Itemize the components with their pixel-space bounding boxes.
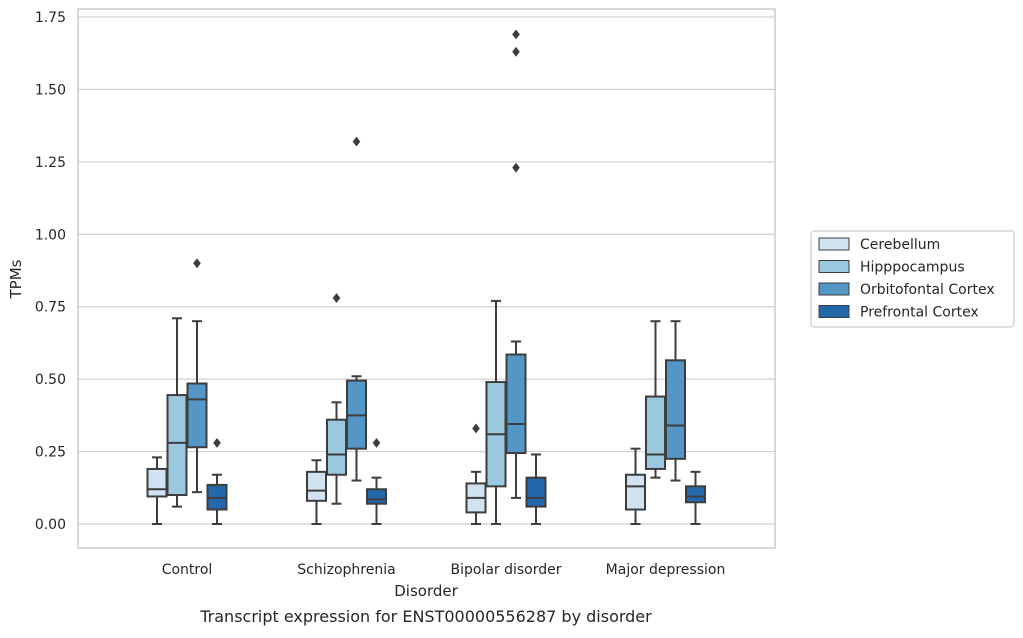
y-tick-label: 0.75 (35, 300, 66, 316)
box-prefrontal-cortex-3 (685, 470, 706, 525)
outlier-point (332, 293, 341, 303)
x-tick-label: Major depression (606, 562, 726, 578)
outlier-point (512, 29, 520, 40)
box-orbitofontal-cortex-0 (186, 258, 208, 494)
box-body (366, 488, 387, 505)
y-tick-label: 1.50 (35, 82, 66, 98)
box-prefrontal-cortex-2 (525, 453, 547, 525)
outlier-point (512, 162, 520, 173)
outlier-point (472, 423, 480, 434)
y-tick-label: 1.00 (35, 227, 66, 243)
box-cerebellum-2 (465, 423, 487, 525)
box-series (146, 29, 706, 525)
chart-caption: Transcript expression for ENST0000055628… (199, 607, 652, 626)
legend-swatch (818, 305, 850, 318)
x-tick-label: Control (162, 562, 213, 578)
box-hipppocampus-1 (326, 293, 347, 505)
box-body (665, 359, 686, 460)
outlier-point (372, 437, 381, 448)
legend-swatch (818, 260, 850, 273)
legend-box (810, 230, 1015, 328)
legend-swatch (818, 282, 850, 296)
box-orbitofontal-cortex-2 (505, 29, 527, 499)
grid-lines (78, 16, 775, 525)
box-hipppocampus-0 (166, 317, 188, 508)
box-cerebellum-0 (146, 456, 168, 525)
y-tick-label: 0.50 (35, 372, 66, 388)
legend-label: Prefrontal Cortex (860, 305, 979, 321)
x-axis-label: Disorder (394, 582, 458, 600)
y-tick-label: 0.25 (35, 445, 66, 461)
box-body (326, 418, 347, 476)
legend-label: Hipppocampus (860, 260, 965, 276)
box-prefrontal-cortex-1 (366, 437, 387, 525)
box-body (166, 394, 188, 497)
y-tick-label: 0.00 (35, 517, 66, 533)
box-hipppocampus-2 (485, 299, 507, 525)
box-body (685, 485, 706, 504)
x-tick-label: Schizophrenia (297, 562, 395, 578)
box-body (625, 473, 646, 511)
legend-swatch (818, 237, 850, 251)
box-body (186, 382, 208, 449)
box-cerebellum-1 (306, 459, 327, 525)
plot-border (77, 8, 776, 549)
outlier-point (193, 258, 201, 269)
box-body (505, 353, 527, 455)
legend-label: Cerebellum (860, 237, 940, 253)
x-tick-label: Bipolar disorder (450, 562, 561, 578)
box-hipppocampus-3 (645, 320, 666, 479)
y-tick-label: 1.25 (35, 155, 66, 171)
legend-label: Orbitofontal Cortex (860, 282, 995, 298)
y-axis-label: TPMs (7, 259, 25, 299)
outlier-point (213, 437, 221, 448)
box-cerebellum-3 (625, 447, 646, 525)
box-body (306, 470, 327, 502)
x-axis-ticks: Control Schizophrenia Bipolar disorder Majo… (162, 562, 726, 578)
legend: Cerebellum Hipppocampus Orbitofontal Corte… (810, 230, 1015, 328)
box-body (645, 395, 666, 470)
plot-frame (77, 8, 776, 549)
box-body (146, 467, 168, 498)
y-axis-ticks: 0.00 0.25 0.50 0.75 1.00 1.25 1.50 1.75 (35, 10, 66, 533)
box-prefrontal-cortex-0 (206, 437, 228, 525)
box-orbitofontal-cortex-3 (665, 320, 686, 482)
outlier-point (352, 136, 361, 147)
outlier-point (512, 46, 520, 57)
y-tick-label: 1.75 (35, 10, 66, 26)
box-body (525, 476, 547, 508)
box-orbitofontal-cortex-1 (346, 136, 367, 482)
